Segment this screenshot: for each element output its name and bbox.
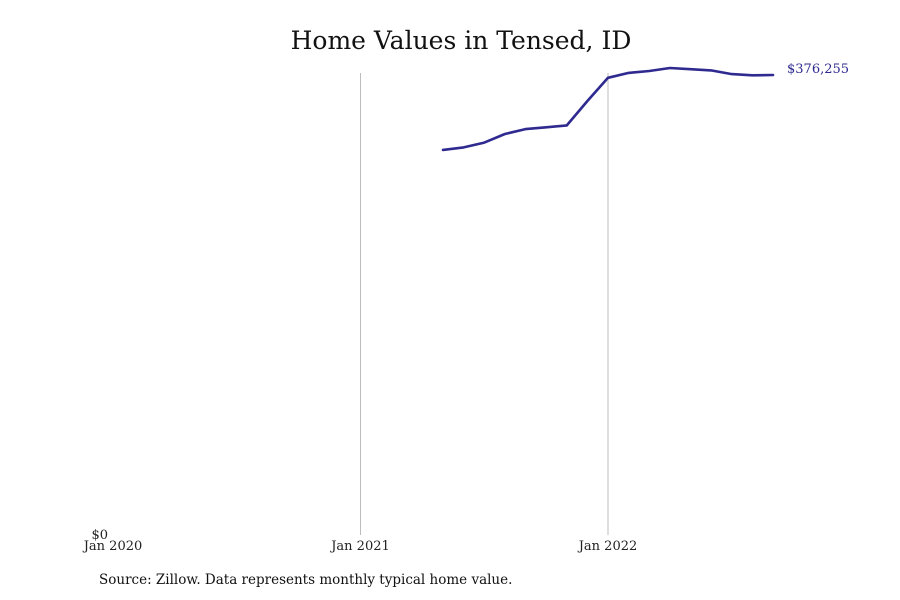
labels-layer: $376,255 xyxy=(787,62,849,77)
y-axis-ticks: $0 xyxy=(91,528,108,543)
series-end-label: $376,255 xyxy=(787,62,849,77)
series-line xyxy=(441,66,775,152)
x-tick-label: Jan 2022 xyxy=(577,539,638,554)
chart-title: Home Values in Tensed, ID xyxy=(290,26,632,55)
x-axis-ticks: Jan 2020 Jan 2021 Jan 2022 xyxy=(82,539,638,554)
series-layer xyxy=(441,66,775,152)
y-tick-label: $0 xyxy=(91,528,108,543)
x-tick-label: Jan 2021 xyxy=(329,539,390,554)
gridlines xyxy=(360,73,609,535)
source-note: Source: Zillow. Data represents monthly … xyxy=(99,572,513,588)
x-tick-label: Jan 2020 xyxy=(82,539,143,554)
